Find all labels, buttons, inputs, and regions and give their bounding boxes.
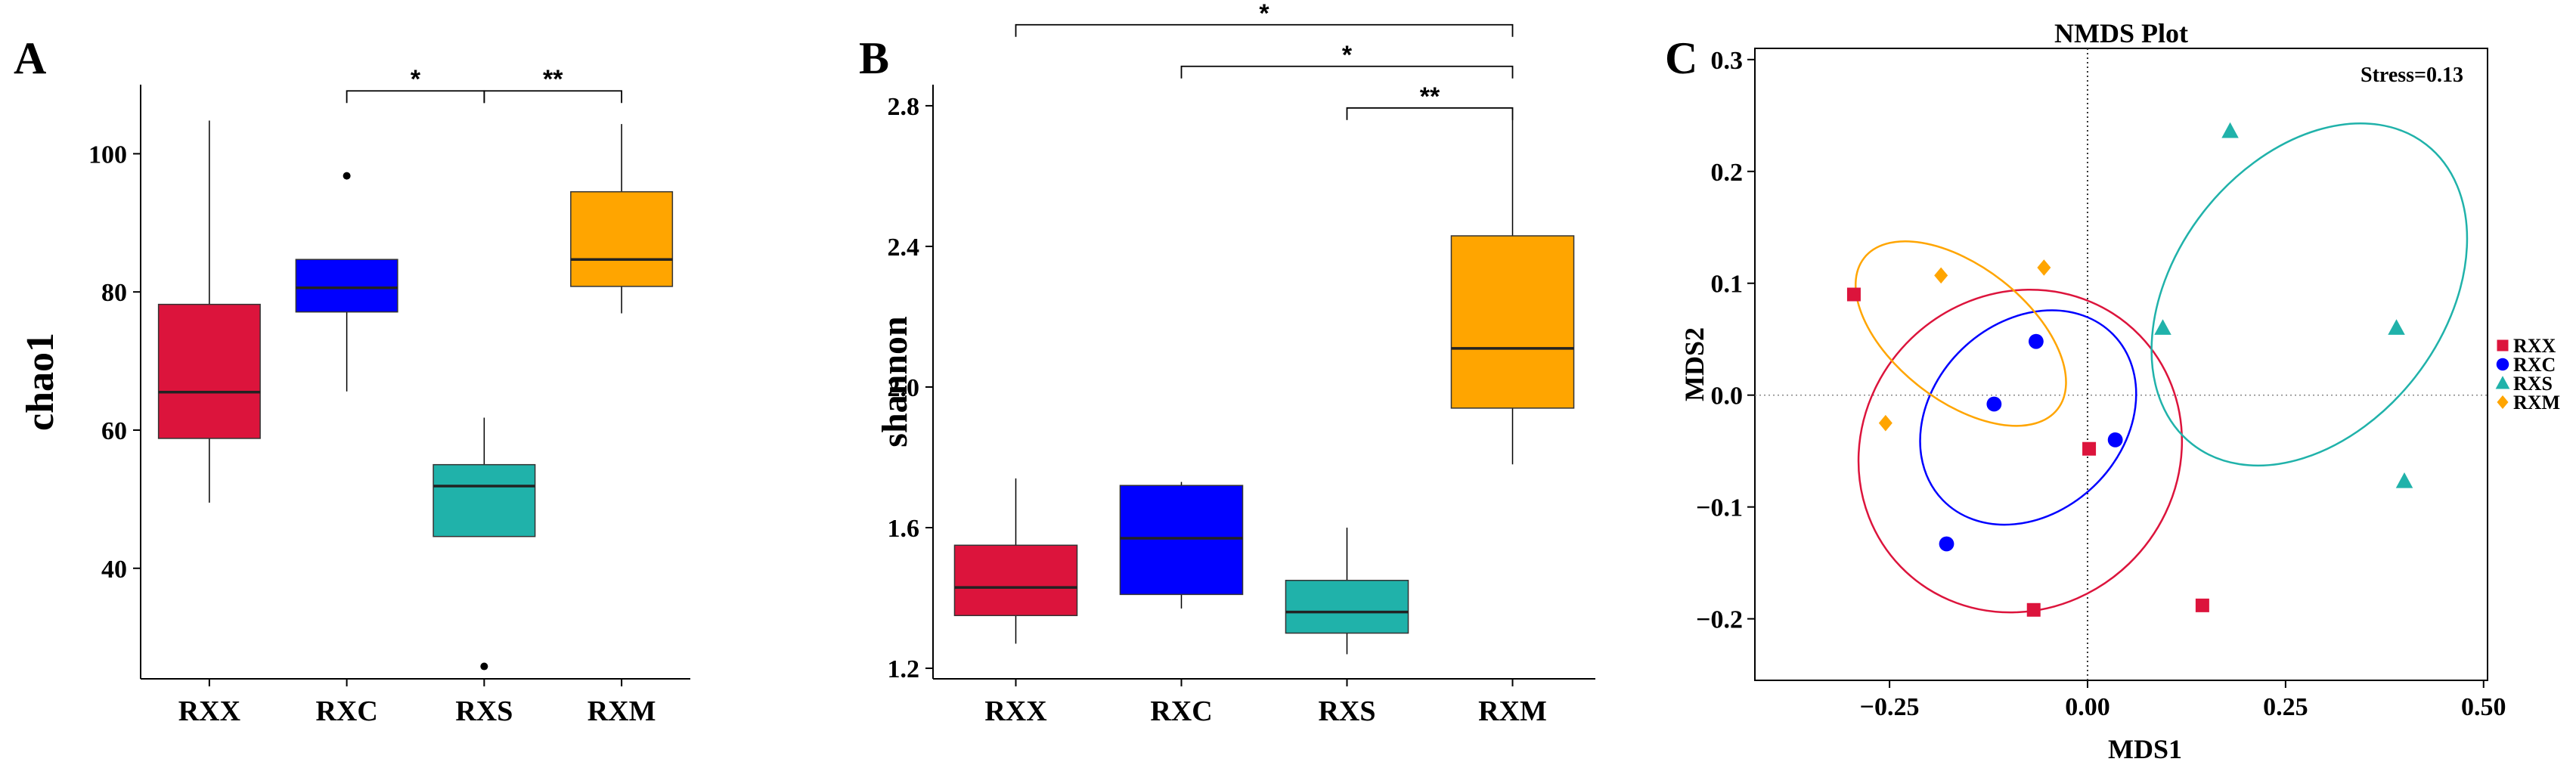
y-axis-title: shannon [875, 316, 915, 447]
y-tick-label: 0.2 [1711, 159, 1744, 187]
significance-bracket [1346, 107, 1514, 120]
x-tick-label: −0.25 [1860, 693, 1920, 721]
stress-annotation: Stress=0.13 [2361, 63, 2463, 87]
confidence-ellipse-rxs [2150, 122, 2469, 467]
data-point-rxc [2028, 333, 2044, 349]
y-tick-label: 80 [101, 279, 127, 307]
x-tick-label: RXC [315, 695, 377, 727]
panel-label: A [14, 33, 46, 83]
y-tick-label: 0.1 [1711, 271, 1744, 299]
x-axis-title: MDS1 [2108, 734, 2182, 764]
data-point-rxx [2082, 441, 2097, 456]
x-tick-label: 0.25 [2263, 693, 2308, 721]
data-point-rxm [1934, 267, 1948, 284]
legend-label: RXC [2513, 354, 2556, 376]
legend-label: RXS [2513, 373, 2553, 395]
x-tick-label: RXM [587, 695, 656, 727]
confidence-ellipse-rxc [1919, 309, 2137, 526]
box-rxs [1285, 580, 1409, 634]
data-point-rxx [2195, 598, 2209, 612]
data-point-rxm [2037, 259, 2051, 276]
x-tick-label: RXC [1150, 695, 1212, 727]
data-point-rxx [2026, 602, 2041, 617]
y-tick-label: 40 [101, 556, 127, 584]
y-tick-label: 2.8 [888, 93, 920, 121]
x-tick-label: 0.00 [2065, 693, 2110, 721]
significance-label: ** [1420, 82, 1440, 111]
y-tick-label: 1.6 [888, 515, 920, 543]
box-rxx [953, 544, 1078, 617]
legend-marker-rxx [2497, 339, 2509, 352]
data-point-rxs [2154, 319, 2171, 335]
panel-c: C NMDS Plot Stress=0.13 −0.25 0.00 0.25 0.50 −0… [1665, 18, 2560, 764]
significance-label: * [411, 65, 421, 94]
data-point-rxm [1878, 414, 1892, 432]
panel-label: B [859, 33, 889, 83]
box-rxs [432, 463, 536, 537]
legend-marker-rxm [2497, 395, 2509, 409]
significance-label: * [1342, 41, 1353, 70]
plot-frame [1754, 48, 2488, 681]
significance-label: ** [543, 65, 563, 94]
data-point-rxx [1846, 287, 1861, 302]
confidence-ellipse-rxx [1857, 288, 2184, 614]
x-tick-label: RXS [1318, 695, 1375, 727]
significance-bracket [483, 90, 623, 104]
y-axis-title: MDS2 [1679, 327, 1710, 401]
data-point-rxc [1939, 536, 1954, 552]
y-tick-label: −0.2 [1696, 606, 1743, 634]
box-outlier [480, 662, 488, 671]
data-point-rxs [2388, 319, 2405, 335]
y-tick-label: 0.0 [1711, 382, 1744, 410]
y-axis-title: chao1 [19, 333, 62, 431]
legend-label: RXM [2513, 392, 2560, 413]
significance-bracket [1180, 65, 1514, 79]
data-point-rxs [2221, 122, 2239, 138]
x-tick-label: RXX [984, 695, 1046, 727]
box-outlier [343, 172, 351, 180]
y-tick-label: 2.4 [888, 234, 920, 262]
y-tick-label: 1.2 [888, 655, 920, 683]
y-tick-label: 100 [88, 141, 127, 169]
x-tick-label: RXX [178, 695, 240, 727]
data-point-rxc [2107, 432, 2123, 448]
y-tick-label: 60 [101, 417, 127, 445]
panel-label: C [1665, 33, 1697, 83]
chart-title: NMDS Plot [2054, 18, 2188, 48]
confidence-ellipse-rxm [1854, 240, 2067, 427]
x-tick-label: RXM [1478, 695, 1547, 727]
x-tick-label: 0.50 [2461, 693, 2506, 721]
data-point-rxc [1986, 396, 2002, 412]
box-rxm [1450, 235, 1575, 409]
box-rxx [157, 303, 261, 439]
x-tick-label: RXS [455, 695, 513, 727]
significance-label: * [1259, 0, 1269, 28]
significance-bracket [1015, 23, 1514, 37]
legend-label: RXX [2513, 335, 2556, 357]
y-tick-label: 0.3 [1711, 47, 1744, 75]
y-tick-label: −0.1 [1696, 494, 1743, 522]
y-tick-label: 2.0 [888, 374, 920, 402]
legend-marker-rxc [2496, 358, 2509, 371]
box-rxm [570, 190, 674, 287]
legend-marker-rxs [2495, 376, 2510, 389]
box-rxc [1119, 485, 1244, 596]
box-rxc [295, 259, 398, 313]
data-point-rxs [2395, 472, 2413, 488]
